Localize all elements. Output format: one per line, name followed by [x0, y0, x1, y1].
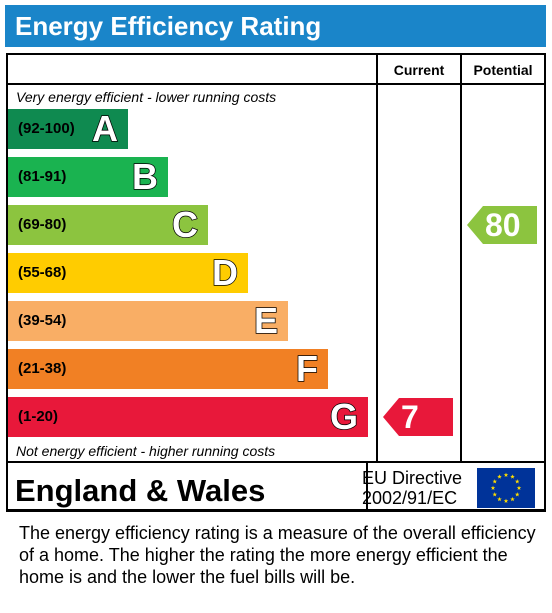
- eu-flag-icon: [477, 468, 535, 508]
- current-column-header: Current: [393, 62, 445, 78]
- current-rating-arrow: 7: [383, 398, 453, 436]
- eu-star: [510, 474, 515, 479]
- eu-star: [516, 485, 522, 490]
- band-f: (21-38) F: [8, 347, 328, 390]
- eu-star: [492, 492, 498, 497]
- potential-column-header: Potential: [473, 62, 533, 78]
- divider-current: [376, 55, 378, 463]
- band-b: (81-91) B: [8, 155, 168, 198]
- eu-star: [497, 474, 502, 479]
- divider-footer: [8, 461, 544, 463]
- eu-directive: EU Directive 2002/91/EC: [362, 468, 462, 508]
- divider-potential: [460, 55, 462, 463]
- eu-star: [497, 496, 502, 502]
- potential-rating-value: 80: [485, 207, 521, 243]
- description-text: The energy efficiency rating is a measur…: [19, 523, 536, 587]
- top-note: Very energy efficient - lower running co…: [16, 89, 277, 105]
- rating-table: Current Potential Very energy efficient …: [6, 53, 546, 511]
- eu-star: [514, 479, 520, 484]
- band-c: (69-80) C: [8, 203, 208, 246]
- eu-star: [510, 496, 515, 502]
- band-d: (55-68) D: [8, 251, 248, 294]
- band-range-b: (81-91): [18, 168, 67, 185]
- footer-divider: [366, 462, 368, 510]
- band-letter-d: D: [211, 251, 239, 294]
- directive-line-1: EU Directive: [362, 468, 463, 488]
- band-range-g: (1-20): [18, 408, 59, 425]
- bottom-note: Not energy efficient - higher running co…: [16, 443, 276, 459]
- eu-star: [492, 479, 498, 484]
- band-range-a: (92-100): [18, 120, 75, 137]
- band-letter-f: F: [295, 347, 319, 390]
- current-rating-value: 7: [401, 399, 419, 435]
- divider-header: [8, 83, 544, 85]
- region-label: England & Wales: [15, 473, 266, 508]
- band-e: (39-54) E: [8, 299, 288, 342]
- eu-star: [503, 472, 509, 477]
- band-letter-g: G: [329, 395, 359, 438]
- footer-box: [6, 462, 546, 512]
- band-range-e: (39-54): [18, 312, 67, 329]
- potential-rating-arrow: 80: [467, 206, 537, 244]
- eu-star: [490, 485, 496, 490]
- eu-star: [503, 498, 509, 503]
- directive-line-2: 2002/91/EC: [362, 488, 458, 508]
- eu-star: [514, 492, 520, 497]
- band-g: (1-20) G: [8, 395, 368, 438]
- band-a: (92-100) A: [8, 107, 128, 150]
- band-letter-c: C: [171, 203, 199, 246]
- chart-title: Energy Efficiency Rating: [5, 5, 546, 47]
- band-letter-e: E: [253, 299, 279, 342]
- band-range-d: (55-68): [18, 264, 67, 281]
- band-range-f: (21-38): [18, 360, 67, 377]
- band-letter-b: B: [131, 155, 159, 198]
- band-letter-a: A: [91, 107, 119, 150]
- band-range-c: (69-80): [18, 216, 67, 233]
